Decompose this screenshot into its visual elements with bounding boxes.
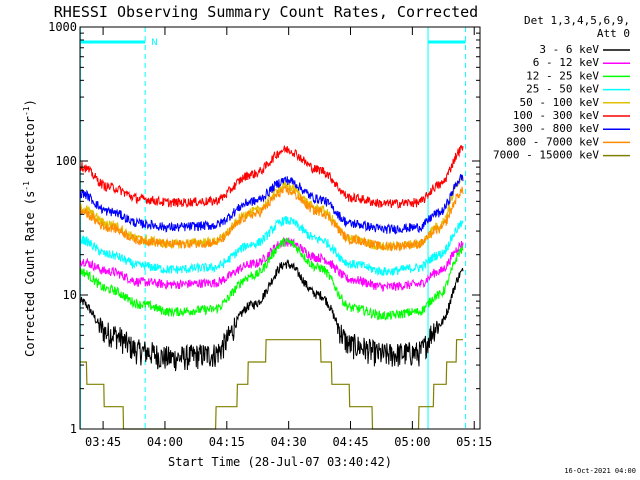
series-line [79, 173, 464, 235]
y-tick-label: 10 [63, 288, 77, 302]
legend-label: 6 - 12 keV [533, 56, 600, 69]
x-tick-label: 04:30 [271, 435, 307, 449]
series-line [79, 185, 464, 253]
legend-header-line: Det 1,3,4,5,6,9, [524, 14, 630, 27]
chart-title: RHESSI Observing Summary Count Rates, Co… [54, 3, 478, 21]
y-tick-label: 100 [55, 154, 77, 168]
x-tick-label: 04:45 [332, 435, 368, 449]
y-tick-label: 1000 [48, 20, 77, 34]
legend-label: 100 - 300 keV [513, 109, 599, 122]
x-tick-label: 04:15 [209, 435, 245, 449]
x-tick-label: 03:45 [85, 435, 121, 449]
legend-label: 7000 - 15000 keV [493, 149, 599, 162]
series-line [79, 236, 464, 292]
x-tick-label: 04:00 [147, 435, 183, 449]
legend-label: 12 - 25 keV [526, 69, 599, 82]
series-line [79, 145, 464, 209]
x-axis-label: Start Time (28-Jul-07 03:40:42) [168, 455, 392, 469]
legend-label: 25 - 50 keV [526, 83, 599, 96]
y-tick-label: 1 [70, 422, 77, 436]
night-flag-label: N [151, 38, 158, 48]
y-axis-label: Corrected Count Rate (s-1 detector-1) [22, 99, 37, 357]
generation-timestamp: 16-Oct-2021 04:00 [564, 467, 636, 475]
axis-ticks: 03:45 04:00 04:15 04:30 04:45 05:00 05:15 1 10 10… [48, 20, 492, 449]
x-tick-label: 05:15 [456, 435, 492, 449]
series-line [79, 216, 464, 277]
legend-label: 50 - 100 keV [520, 96, 600, 109]
series-line [79, 259, 464, 372]
series-line [79, 237, 464, 322]
legend-header-line: Att 0 [597, 27, 630, 40]
legend-label: 3 - 6 keV [539, 43, 599, 56]
x-tick-label: 05:00 [394, 435, 430, 449]
plot-frame [79, 26, 481, 430]
legend-label: 800 - 7000 keV [506, 135, 599, 148]
legend-label: 300 - 800 keV [513, 122, 599, 135]
